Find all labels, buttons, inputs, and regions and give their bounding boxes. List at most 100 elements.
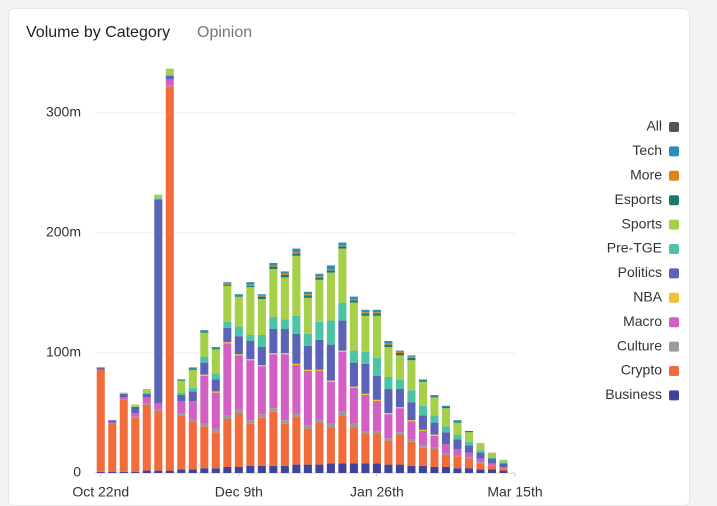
legend-swatch xyxy=(669,292,679,303)
legend-swatch xyxy=(669,146,679,157)
bar-segment xyxy=(142,403,151,405)
bar-segment xyxy=(280,354,289,421)
bar-segment xyxy=(395,350,404,352)
bar-segment xyxy=(418,381,427,406)
bar-segment xyxy=(234,355,243,410)
bar-segment xyxy=(441,408,450,427)
bar-segment xyxy=(349,423,358,428)
bar-segment xyxy=(338,411,347,416)
bar-segment xyxy=(119,392,128,394)
bar-segment xyxy=(211,468,220,473)
bar-segment xyxy=(188,369,197,388)
bar-segment xyxy=(441,455,450,467)
bar-segment xyxy=(292,416,301,465)
bar-segment xyxy=(487,463,497,466)
bar-segment xyxy=(418,405,427,416)
legend-label: Business xyxy=(605,386,662,402)
bar-segment xyxy=(384,344,393,347)
bar-segment xyxy=(211,379,220,392)
bar-segment xyxy=(349,300,358,303)
x-tick-label: Dec 9th xyxy=(215,484,263,500)
bar-segment xyxy=(280,319,289,329)
bar-segment xyxy=(453,455,462,457)
bar-segment xyxy=(441,444,450,454)
bar-segment xyxy=(453,449,462,455)
bar-segment xyxy=(430,435,439,448)
bar-segment xyxy=(269,329,278,353)
bar-segment xyxy=(280,420,289,424)
bar-segment xyxy=(315,369,324,371)
bar-segment xyxy=(326,427,335,464)
bar-segment xyxy=(303,333,312,346)
bar-segment xyxy=(453,456,462,469)
bar-segment xyxy=(372,315,381,358)
legend-label: NBA xyxy=(633,289,662,305)
bar-segment xyxy=(223,282,232,284)
legend-swatch xyxy=(669,219,679,230)
bar-segment xyxy=(177,401,186,413)
bar-segment xyxy=(372,375,381,400)
bar-segment xyxy=(476,452,485,459)
bar-segment xyxy=(154,198,163,200)
bar-segment xyxy=(303,425,312,429)
bar-segment xyxy=(384,438,393,441)
bar-segment xyxy=(441,467,450,473)
bar-segment xyxy=(326,320,335,345)
bar-segment xyxy=(407,439,416,442)
bar-segment xyxy=(188,391,197,401)
bar-segment xyxy=(234,326,243,337)
legend-swatch xyxy=(669,122,679,132)
bar-segment xyxy=(315,279,324,322)
bar-segment xyxy=(499,467,508,469)
bar-segment xyxy=(211,348,220,350)
bar-segment xyxy=(349,386,358,388)
bar-segment xyxy=(476,450,485,453)
bar-segment xyxy=(257,414,266,418)
bar-segment xyxy=(453,439,462,449)
bar-segment xyxy=(303,428,312,465)
bar-segment xyxy=(430,467,439,473)
bar-segment xyxy=(499,470,508,473)
bar-segment xyxy=(246,335,255,341)
bar-segment xyxy=(131,404,140,407)
bar-segment xyxy=(418,415,427,430)
bar-segment xyxy=(326,265,335,269)
bar-segment xyxy=(349,387,358,424)
bar-segment xyxy=(292,365,301,413)
bar-segment xyxy=(154,470,163,473)
bar-segment xyxy=(292,333,301,364)
bar-segment xyxy=(499,468,508,471)
bar-segment xyxy=(200,330,209,332)
bar-segment xyxy=(211,347,220,349)
bar-segment xyxy=(257,347,266,365)
legend-label: All xyxy=(646,118,662,134)
bar-segment xyxy=(108,422,117,424)
legend-swatch xyxy=(669,195,679,206)
y-tick-label: 300m xyxy=(46,104,81,120)
legend-label: Pre-TGE xyxy=(607,240,662,256)
bar-segment xyxy=(165,74,174,76)
bar-segment xyxy=(188,401,197,419)
bar-segment xyxy=(257,294,266,296)
bar-segment xyxy=(131,417,140,472)
bar-segment xyxy=(372,463,381,473)
bar-segment xyxy=(165,79,174,86)
bar-segment xyxy=(292,253,301,256)
bar-segment xyxy=(96,471,105,473)
bar-segment xyxy=(395,353,404,356)
bar-segment xyxy=(338,320,347,351)
bar-segment xyxy=(315,277,324,280)
bar-segment xyxy=(338,248,347,303)
bar-segment xyxy=(453,468,462,473)
bar-segment xyxy=(246,420,255,424)
bar-segment xyxy=(269,269,278,317)
bar-segment xyxy=(234,467,243,473)
bar-segment xyxy=(154,199,163,404)
bar-segment xyxy=(211,428,220,433)
legend-label: Sports xyxy=(622,215,662,231)
bar-segment xyxy=(464,457,473,459)
bar-segment xyxy=(246,285,255,287)
bar-segment xyxy=(315,321,324,340)
bar-segment xyxy=(487,465,497,470)
